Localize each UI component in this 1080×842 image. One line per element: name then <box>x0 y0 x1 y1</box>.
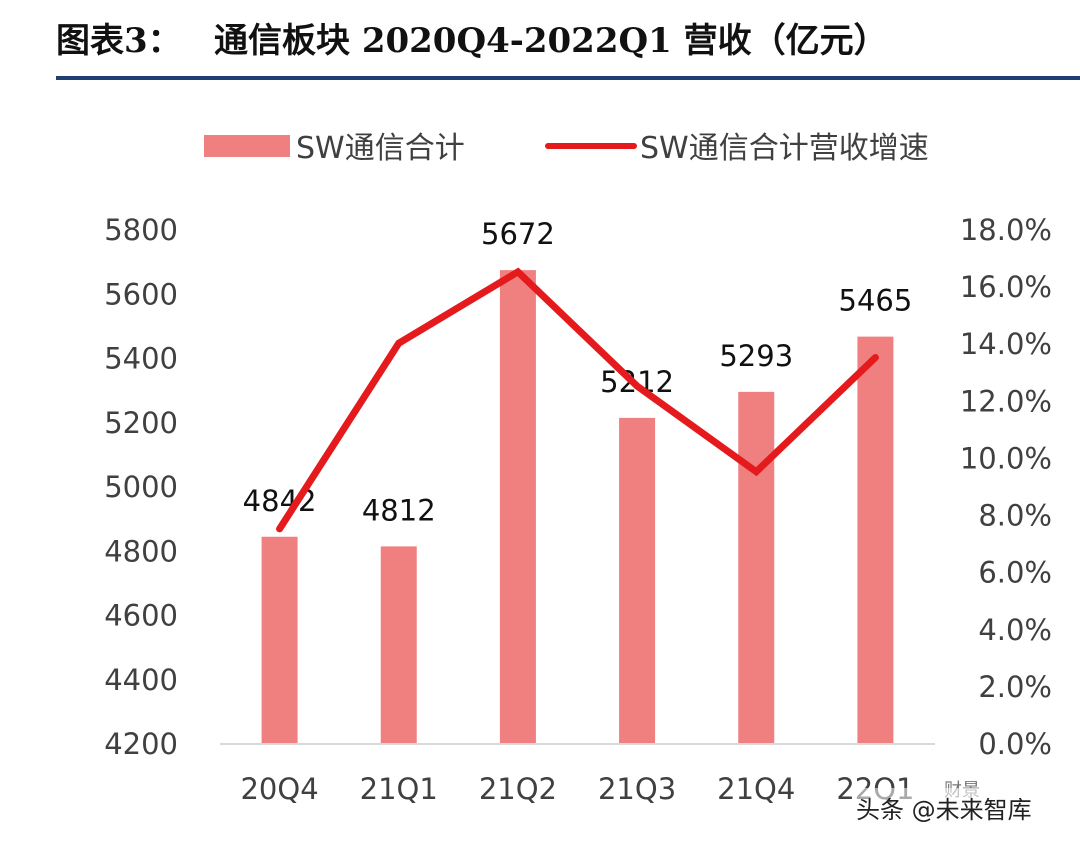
y-left-tick-label: 5400 <box>104 342 178 376</box>
x-tick-label: 21Q4 <box>717 772 795 806</box>
x-tick-label: 20Q4 <box>240 772 318 806</box>
y-left-tick-label: 5200 <box>104 406 178 440</box>
x-tick-label: 21Q3 <box>598 772 676 806</box>
legend-label-bar: SW通信合计 <box>296 131 465 166</box>
bar-value-label: 5293 <box>719 339 793 373</box>
y-right-tick-label: 14.0% <box>960 327 1052 361</box>
title-underline <box>56 76 1080 80</box>
growth-line <box>276 267 879 533</box>
y-right-tick-label: 12.0% <box>960 384 1052 418</box>
y-right-tick-label: 10.0% <box>960 441 1052 475</box>
y-right-tick-label: 4.0% <box>978 613 1052 647</box>
bar <box>857 336 894 743</box>
figure-title: 通信板块 2020Q4-2022Q1 营收（亿元） <box>214 21 888 61</box>
y-left-tick-label: 5000 <box>104 470 178 504</box>
x-tick-label: 21Q2 <box>479 772 557 806</box>
bar-value-label: 5465 <box>839 284 913 318</box>
figure-label: 图表3： <box>56 21 182 61</box>
watermark-text: 头条 @未来智库 <box>852 788 1036 827</box>
bar <box>261 536 298 743</box>
y-left-tick-label: 4400 <box>104 663 178 697</box>
y-left-tick-label: 4600 <box>104 599 178 633</box>
bar-value-label: 5672 <box>481 217 555 251</box>
legend-swatch-bar <box>204 135 290 157</box>
chart-title: 图表3： 通信板块 2020Q4-2022Q1 营收（亿元） <box>56 10 1066 72</box>
x-tick-label: 21Q1 <box>360 772 438 806</box>
y-right-tick-label: 8.0% <box>978 499 1052 533</box>
y-right-tick-label: 18.0% <box>960 213 1052 247</box>
bar-value-label: 4812 <box>362 493 436 527</box>
bar <box>380 546 417 743</box>
legend-label-line: SW通信合计营收增速 <box>640 131 929 166</box>
bar <box>738 391 775 743</box>
y-right-tick-label: 6.0% <box>978 556 1052 590</box>
y-left-tick-label: 5600 <box>104 277 178 311</box>
bar <box>619 417 656 743</box>
y-right-tick-label: 0.0% <box>978 727 1052 761</box>
y-left-tick-label: 5800 <box>104 213 178 247</box>
y-right-tick-label: 16.0% <box>960 270 1052 304</box>
y-left-tick-label: 4200 <box>104 727 178 761</box>
y-left-tick-label: 4800 <box>104 534 178 568</box>
y-right-tick-label: 2.0% <box>978 670 1052 704</box>
bar <box>499 270 536 743</box>
